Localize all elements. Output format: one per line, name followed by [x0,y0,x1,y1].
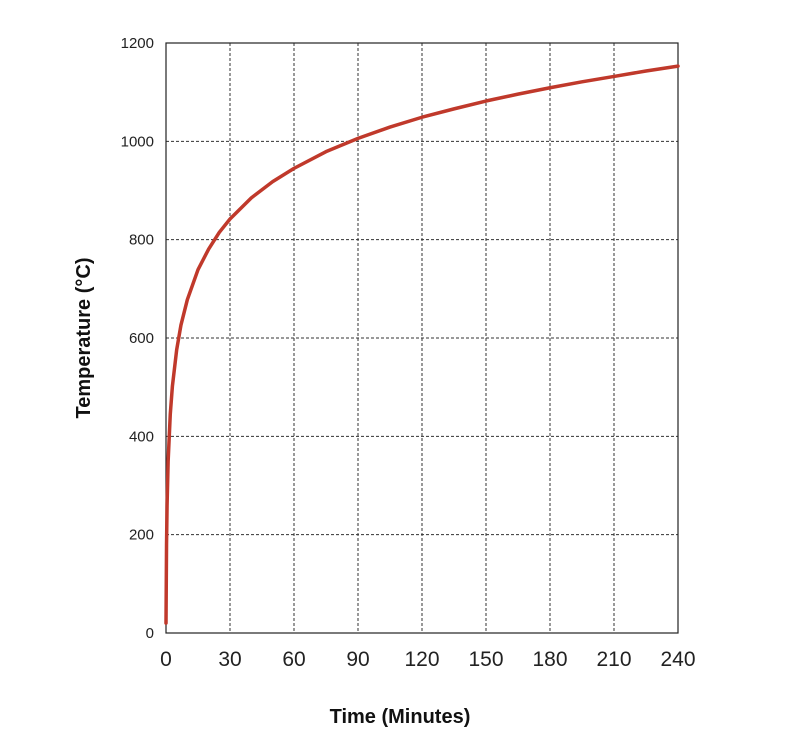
y-tick-labels: 0 200 400 600 800 1000 1200 [121,35,154,642]
y-tick-label: 600 [129,330,154,347]
y-axis-label: Temperature (°C) [73,258,95,419]
plot-frame [165,42,679,634]
temperature-curve [164,64,680,625]
y-tick-label: 1200 [121,35,154,52]
x-tick-label: 240 [660,648,695,671]
x-tick-label: 60 [282,648,305,671]
x-tick-label: 120 [404,648,439,671]
x-tick-label: 180 [532,648,567,671]
x-tick-labels: 0 30 60 90 120 150 180 210 240 [160,648,695,671]
x-tick-label: 0 [160,648,172,671]
y-tick-label: 0 [146,625,154,642]
y-tick-label: 200 [129,527,154,544]
x-tick-label: 150 [468,648,503,671]
grid-lines [166,43,678,633]
x-tick-label: 30 [218,648,241,671]
y-tick-label: 1000 [121,133,154,150]
x-tick-label: 90 [346,648,369,671]
x-axis-label: Time (Minutes) [330,706,471,728]
y-tick-label: 800 [129,232,154,249]
x-tick-label: 210 [596,648,631,671]
y-tick-label: 400 [129,428,154,445]
